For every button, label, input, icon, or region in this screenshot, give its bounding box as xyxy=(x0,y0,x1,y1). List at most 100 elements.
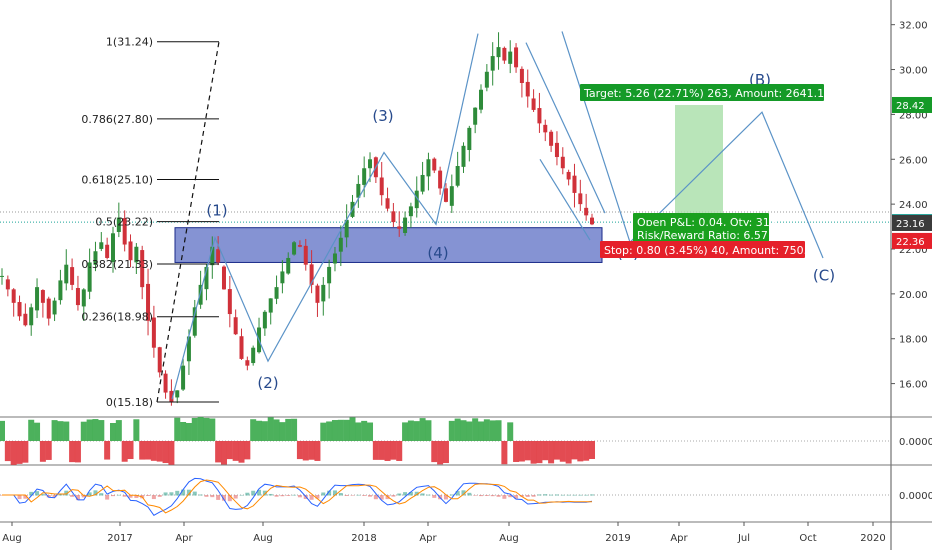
indicator1-bar xyxy=(466,421,473,441)
candle-body xyxy=(432,158,437,171)
indicator1-bar xyxy=(273,419,280,441)
indicator2-hist-bar xyxy=(257,489,262,496)
indicator1-bar xyxy=(185,422,192,441)
indicator1-bar xyxy=(197,417,204,441)
open-pl-label: Open P&L: 0.04, Qty: 312 xyxy=(637,216,777,229)
indicator2-hist-bar xyxy=(356,494,361,496)
indicator2-hist-bar xyxy=(169,492,174,496)
candle-body xyxy=(508,51,513,64)
indicator2-hist-bar xyxy=(525,495,530,497)
indicator1-bar xyxy=(349,417,356,441)
indicator1-bar xyxy=(209,418,216,441)
candle-body xyxy=(169,390,174,402)
indicator2-hist-bar xyxy=(397,493,402,496)
indicator2-hist-bar xyxy=(496,495,501,497)
indicator2-hist-bar xyxy=(543,494,548,496)
indicator1-bar xyxy=(86,419,93,441)
indicator2-hist-bar xyxy=(315,495,320,499)
indicator1-bar xyxy=(302,441,309,461)
candle-body xyxy=(29,307,34,326)
candle-body xyxy=(221,266,226,290)
indicator1-bar xyxy=(413,421,420,441)
indicator1-bar xyxy=(133,419,140,441)
candle-body xyxy=(81,289,86,307)
indicator2-hist-bar xyxy=(537,494,542,496)
open-pl-label-bg xyxy=(633,213,769,230)
indicator1-bar xyxy=(57,421,64,441)
indicator2-hist-bar xyxy=(321,492,326,496)
candle-body xyxy=(23,313,28,326)
price-axis-label: 28.00 xyxy=(899,110,928,121)
indicator1-bar xyxy=(180,421,187,441)
indicator1-bar xyxy=(139,441,146,460)
time-axis-label: Oct xyxy=(799,533,816,544)
candle-body xyxy=(297,245,302,247)
indicator1-bar xyxy=(419,418,426,441)
indicator1-bar xyxy=(378,441,385,460)
candle-body xyxy=(543,124,548,133)
candle-body xyxy=(192,307,197,336)
candle-body xyxy=(157,347,162,373)
indicator1-bar xyxy=(296,441,303,460)
indicator1-bar xyxy=(4,441,11,462)
indicator1-bar xyxy=(121,441,128,462)
indicator1-bar xyxy=(267,417,274,441)
candle-body xyxy=(584,207,589,216)
indicator1-bar xyxy=(589,441,595,460)
indicator1-bar xyxy=(220,441,227,465)
indicator2-hist-bar xyxy=(75,495,80,501)
indicator2-hist-bar xyxy=(227,495,232,502)
wave-label: (C) xyxy=(813,266,835,284)
indicator2-hist-bar xyxy=(408,492,413,496)
indicator1-bar xyxy=(74,441,81,463)
indicator1-bar xyxy=(308,441,315,460)
indicator1-bar xyxy=(115,420,122,441)
candle-body xyxy=(356,183,361,198)
candle-body xyxy=(181,365,186,390)
indicator2-hist-bar xyxy=(181,489,186,496)
indicator2-hist-bar xyxy=(590,494,594,496)
target-zone xyxy=(675,104,723,223)
indicator1-bar xyxy=(390,441,397,460)
price-badge-bg xyxy=(892,214,932,231)
indicator2-hist-bar xyxy=(572,494,577,496)
fib-level-label: 0.382(21.33) xyxy=(81,258,153,271)
indicator2-hist-bar xyxy=(262,490,267,496)
indicator2-hist-bar xyxy=(87,492,92,496)
indicator2-hist-bar xyxy=(519,495,524,497)
indicator1-bar xyxy=(407,420,414,441)
candle-body xyxy=(204,266,209,290)
indicator1-bar xyxy=(402,422,409,441)
time-axis-label: Aug xyxy=(2,533,22,544)
candle-body xyxy=(332,253,337,264)
indicator2-hist-bar xyxy=(122,495,127,497)
indicator1-bar xyxy=(261,421,268,441)
candle-body xyxy=(175,390,180,398)
indicator2-hist-bar xyxy=(309,495,314,500)
candle-body xyxy=(52,300,57,315)
indicator2-hist-bar xyxy=(420,493,425,496)
candle-body xyxy=(64,264,69,284)
indicator1-bar xyxy=(530,441,537,464)
channel-line xyxy=(525,42,606,214)
price-badge-bg xyxy=(892,96,932,113)
fib-trend-line xyxy=(156,41,220,403)
candle-body xyxy=(420,174,425,192)
indicator1-bar xyxy=(355,422,362,441)
indicator2-axis-label: 0.0000 xyxy=(899,491,932,502)
fib-level-label: 0.236(18.98) xyxy=(81,311,153,324)
indicator2-hist-bar xyxy=(426,494,431,496)
candle-body xyxy=(163,373,168,393)
candle-body xyxy=(280,271,285,284)
elliott-wave-path xyxy=(171,33,479,400)
candle-body xyxy=(327,266,332,284)
indicator2-hist-bar xyxy=(344,495,349,496)
candle-body xyxy=(35,287,40,311)
indicator1-bar xyxy=(431,441,438,463)
indicator1-bar xyxy=(425,420,432,441)
candle-body xyxy=(426,159,431,177)
candle-body xyxy=(75,288,80,306)
candle-body xyxy=(572,175,577,193)
